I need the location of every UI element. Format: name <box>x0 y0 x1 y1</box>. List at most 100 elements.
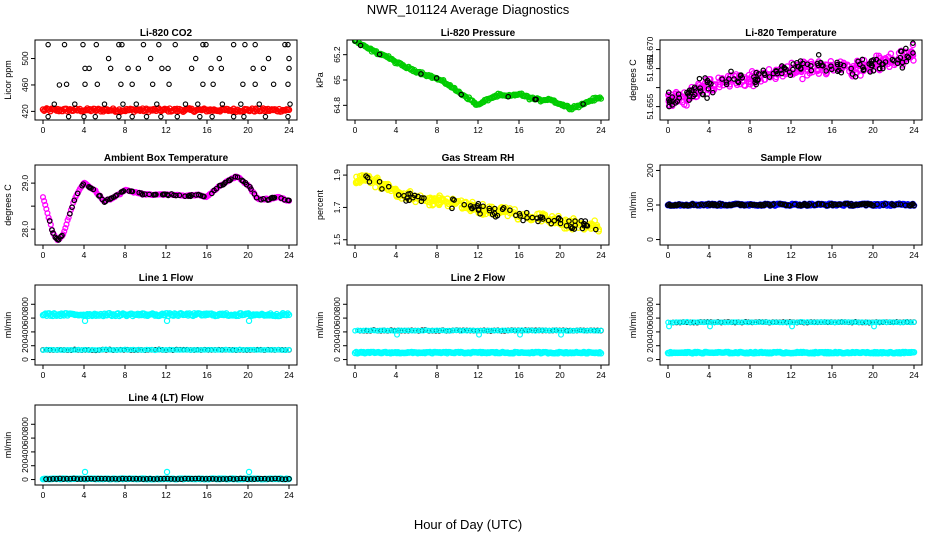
data-point <box>910 40 916 46</box>
data-point <box>188 65 195 72</box>
x-tick-label: 8 <box>123 490 128 500</box>
data-point <box>228 176 234 183</box>
data-point <box>376 178 383 185</box>
series-point <box>231 346 238 353</box>
series-point <box>910 348 918 356</box>
data-point <box>216 55 223 62</box>
data-point <box>873 56 880 63</box>
series-point <box>840 319 846 325</box>
y-tick-label: 1.5 <box>332 234 342 246</box>
series-point <box>722 319 729 326</box>
data-point <box>500 205 507 211</box>
data-point <box>741 202 748 209</box>
panel-ylabel: degrees C <box>628 59 638 101</box>
y-tick-label: 200 <box>20 338 30 352</box>
data-point <box>705 85 712 92</box>
data-point <box>125 65 131 72</box>
series-point <box>676 319 682 325</box>
y-tick-label: 51.665 <box>645 55 655 81</box>
data-point <box>156 41 162 48</box>
data-point <box>494 212 501 219</box>
series-point <box>284 310 292 317</box>
series-point <box>237 346 243 353</box>
panel-title: Sample Flow <box>760 153 821 164</box>
data-point <box>120 188 127 194</box>
series-point <box>56 346 63 353</box>
series-point <box>161 475 167 482</box>
series-point <box>40 347 46 353</box>
data-point <box>753 81 759 88</box>
y-tick-label: 65 <box>332 75 342 85</box>
series-point <box>190 347 197 353</box>
x-tick-label: 8 <box>435 125 440 135</box>
series-point <box>213 476 219 482</box>
series-point <box>70 475 77 482</box>
data-point <box>67 210 73 217</box>
series-point <box>892 319 898 326</box>
series-point <box>103 346 109 353</box>
series-point <box>592 327 599 334</box>
data-point <box>366 179 373 185</box>
data-point <box>59 232 65 239</box>
series-point <box>234 475 240 482</box>
series-point <box>226 347 232 353</box>
series-point <box>237 475 244 482</box>
y-tick-label: 600 <box>20 311 30 325</box>
series-point <box>889 319 895 326</box>
series-point <box>157 346 164 353</box>
data-point <box>238 101 244 107</box>
series-point <box>670 319 677 326</box>
data-point <box>421 195 427 201</box>
data-point <box>182 101 189 107</box>
series-point <box>59 347 65 353</box>
series-point <box>540 327 547 334</box>
data-point <box>200 81 206 88</box>
series-point <box>387 327 394 334</box>
figure-title: NWR_101124 Average Diagnostics <box>366 2 570 17</box>
y-tick-label: 400 <box>20 445 30 459</box>
series-point <box>185 475 192 482</box>
data-layer <box>664 318 918 357</box>
series-point <box>823 319 830 325</box>
series-point <box>368 327 375 334</box>
x-tick-label: 0 <box>666 125 671 135</box>
panel-ylabel: ml/min <box>628 192 638 219</box>
data-point <box>523 209 530 216</box>
data-point <box>105 196 111 203</box>
series-point <box>725 319 731 326</box>
series-point <box>782 319 789 325</box>
series-point <box>165 347 172 353</box>
series-point <box>562 327 569 334</box>
series-point <box>363 327 369 334</box>
series-point <box>192 475 199 482</box>
series-point <box>434 327 440 334</box>
panel-9: Line 3 Flow ml/min 0 4 8 12 16 20 24 0 20040060080… <box>628 273 923 380</box>
series-point <box>272 347 279 353</box>
series-point <box>275 346 281 353</box>
series-point <box>760 319 767 326</box>
x-tick-label: 16 <box>827 250 837 260</box>
series-point <box>900 319 906 326</box>
series-point <box>779 319 786 326</box>
series-point <box>201 347 208 353</box>
data-point <box>773 68 779 75</box>
series-point <box>442 327 449 334</box>
series-point <box>697 319 704 325</box>
data-point <box>418 71 424 77</box>
series-point <box>445 327 451 334</box>
series-point <box>62 347 68 353</box>
data-point <box>684 91 691 97</box>
data-point <box>287 101 293 107</box>
data-point <box>860 64 866 71</box>
data-point <box>857 61 863 68</box>
x-tick-label: 12 <box>161 370 171 380</box>
y-tick-label: 460 <box>20 78 30 92</box>
data-point <box>520 217 526 224</box>
data-point <box>898 48 904 55</box>
series-point <box>505 327 511 334</box>
series-point <box>744 319 751 326</box>
y-tick-label: 0 <box>645 237 655 242</box>
series-point <box>565 328 572 334</box>
data-point <box>882 201 889 207</box>
